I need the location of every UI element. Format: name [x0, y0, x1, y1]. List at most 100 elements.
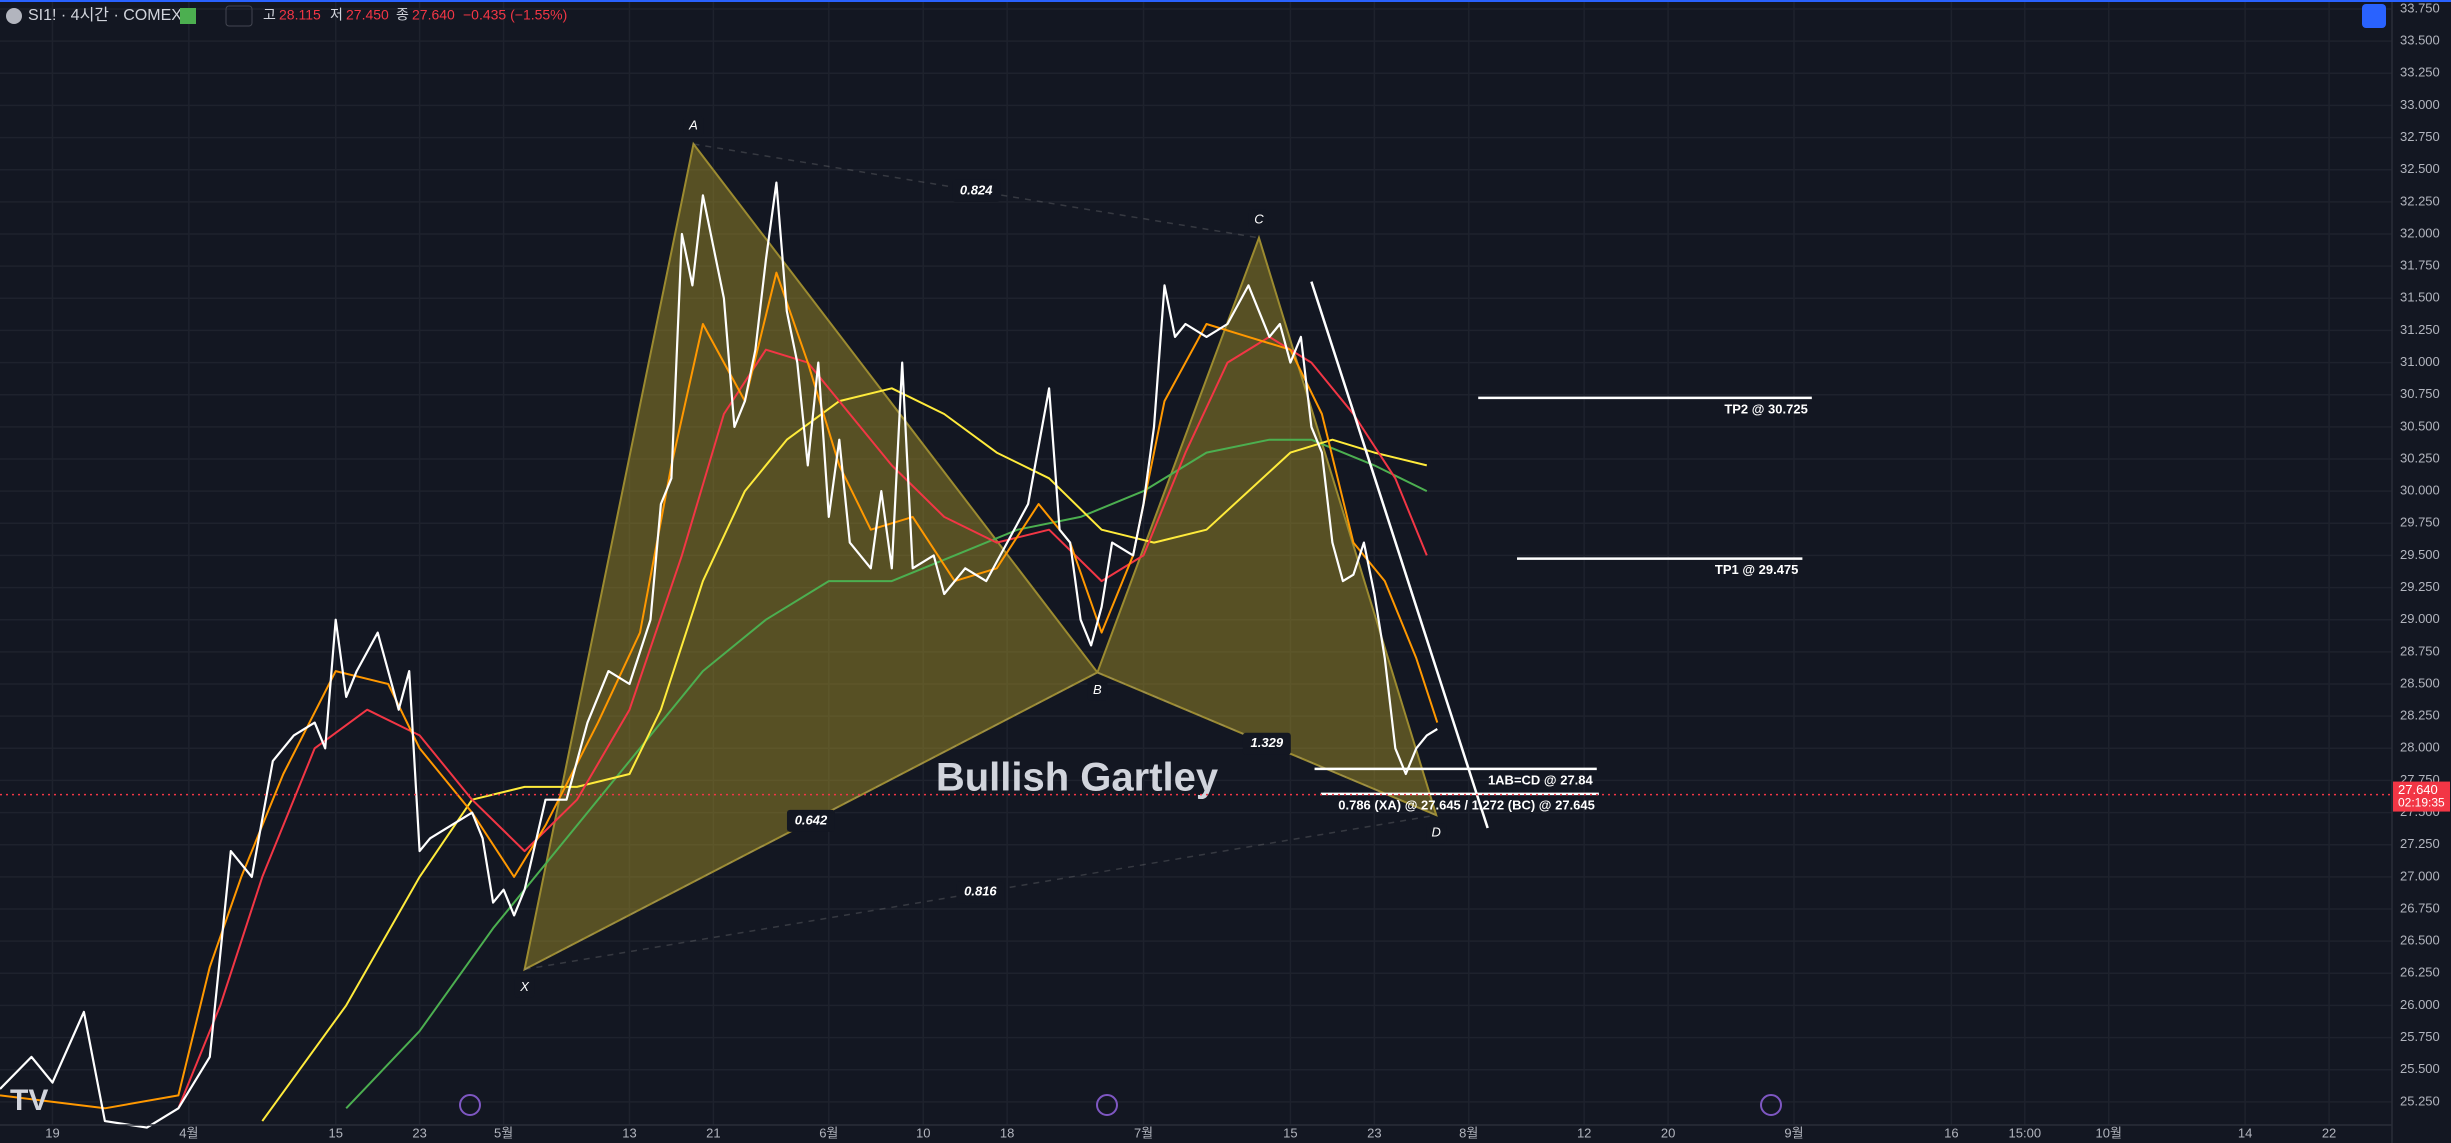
trendline [1310, 281, 1489, 829]
price-line [345, 438, 1428, 1109]
y-tick-label: 30.000 [2400, 483, 2440, 498]
point-badge [683, 116, 704, 136]
high-value: 28.115 [279, 7, 321, 23]
y-tick-label: 26.000 [2400, 997, 2440, 1012]
x-tick-label: 10월 [2096, 1125, 2122, 1140]
low-label: 저 [330, 7, 343, 23]
y-tick-label: 29.750 [2400, 515, 2440, 530]
x-tick-label: 9월 [1784, 1125, 1803, 1140]
point-label: B [1093, 682, 1102, 697]
y-tick-label: 26.750 [2400, 900, 2440, 915]
level-label: 1AB=CD @ 27.84 [1488, 772, 1594, 787]
y-tick-label: 27.250 [2400, 836, 2440, 851]
x-tick-label: 15 [1283, 1125, 1297, 1140]
level-label: 0.786 (XA) @ 27.645 / 1.272 (BC) @ 27.64… [1338, 797, 1595, 812]
symbol-icon [6, 8, 22, 24]
x-tick-label: 6월 [819, 1125, 838, 1140]
x-tick-label: 10 [916, 1125, 930, 1140]
settings-button[interactable] [2362, 4, 2386, 28]
y-tick-label: 33.250 [2400, 65, 2440, 80]
point-badge [1087, 680, 1108, 701]
point-label: D [1432, 825, 1441, 840]
x-tick-label: 16 [1944, 1125, 1958, 1140]
price-line [261, 387, 1428, 1122]
y-tick-label: 33.750 [2400, 0, 2440, 15]
ratio-label: 0.642 [795, 812, 828, 827]
point-label: A [688, 117, 698, 132]
event-icon[interactable] [1096, 1094, 1118, 1116]
x-tick-label: 20 [1661, 1125, 1675, 1140]
ratio-badge [786, 809, 835, 832]
logo: TV [10, 1084, 48, 1117]
y-tick-label: 29.250 [2400, 579, 2440, 594]
y-tick-label: 26.250 [2400, 965, 2440, 980]
y-tick-label: 30.250 [2400, 450, 2440, 465]
x-tick-label: 14 [2238, 1125, 2252, 1140]
event-icon[interactable] [459, 1094, 481, 1116]
ratio-label: 0.824 [960, 182, 993, 197]
change: −0.435 (−1.55%) [463, 7, 567, 23]
price-line [177, 335, 1428, 1109]
ratio-line [524, 814, 1437, 971]
ratio-badge [952, 179, 1001, 202]
x-tick-label: 7월 [1134, 1125, 1153, 1140]
point-badge [514, 977, 535, 998]
y-tick-label: 33.500 [2400, 33, 2440, 48]
x-tick-label: 22 [2322, 1125, 2336, 1140]
y-tick-label: 33.000 [2400, 97, 2440, 112]
point-label: C [1254, 211, 1264, 226]
grid [0, 0, 2392, 1125]
y-tick-label: 29.000 [2400, 611, 2440, 626]
y-tick-label: 25.250 [2400, 1093, 2440, 1108]
header: SI1! · 4시간 · COMEX 고 28.115 저 27.450 종 2… [6, 5, 567, 27]
x-tick-label: 23 [412, 1125, 426, 1140]
x-tick-label: 5월 [494, 1125, 513, 1140]
y-tick-label: 32.000 [2400, 225, 2440, 240]
y-tick-label: 31.000 [2400, 354, 2440, 369]
close-label: 종 [396, 7, 409, 23]
y-tick-label: 28.500 [2400, 675, 2440, 690]
y-tick-label: 30.500 [2400, 418, 2440, 433]
x-tick-label: 18 [1000, 1125, 1014, 1140]
point-badge [1426, 823, 1447, 844]
plot [0, 141, 1439, 1129]
more-button[interactable] [225, 5, 253, 27]
y-tick-label: 27.000 [2400, 868, 2440, 883]
y-tick-label: 32.750 [2400, 129, 2440, 144]
y-tick-label: 25.750 [2400, 1029, 2440, 1044]
x-tick-label: 23 [1367, 1125, 1381, 1140]
y-tick-label: 31.250 [2400, 322, 2440, 337]
last-price-label: 27.640 [2398, 782, 2438, 797]
pattern-title: Bullish Gartley [936, 756, 1219, 800]
close-value: 27.640 [412, 7, 455, 23]
y-tick-label: 28.000 [2400, 740, 2440, 755]
y-tick-label: 28.750 [2400, 643, 2440, 658]
x-tick-label: 15:00 [2009, 1125, 2042, 1140]
y-tick-label: 32.250 [2400, 193, 2440, 208]
ratio-label: 1.329 [1251, 735, 1284, 750]
countdown-label: 02:19:35 [2398, 796, 2445, 810]
point-label: X [519, 979, 530, 994]
ratio-label: 0.816 [964, 884, 997, 899]
price-line [0, 271, 1439, 1110]
y-tick-label: 31.750 [2400, 258, 2440, 273]
ratio-badge [956, 881, 1005, 904]
symbol: SI1! · 4시간 · COMEX [28, 6, 182, 24]
ratio-badge [1242, 732, 1291, 755]
x-tick-label: 8월 [1459, 1125, 1478, 1140]
high-label: 고 [263, 7, 276, 23]
flag-button[interactable] [180, 8, 196, 24]
x-tick-label: 15 [328, 1125, 342, 1140]
low-value: 27.450 [346, 7, 389, 23]
y-tick-label: 30.750 [2400, 386, 2440, 401]
event-icon[interactable] [1760, 1094, 1782, 1116]
y-tick-label: 32.500 [2400, 161, 2440, 176]
x-tick-label: 13 [622, 1125, 636, 1140]
y-tick-label: 29.500 [2400, 547, 2440, 562]
y-tick-label: 26.500 [2400, 933, 2440, 948]
x-tick-label: 21 [706, 1125, 720, 1140]
x-tick-label: 12 [1577, 1125, 1591, 1140]
level-label: TP2 @ 30.725 [1724, 401, 1808, 416]
